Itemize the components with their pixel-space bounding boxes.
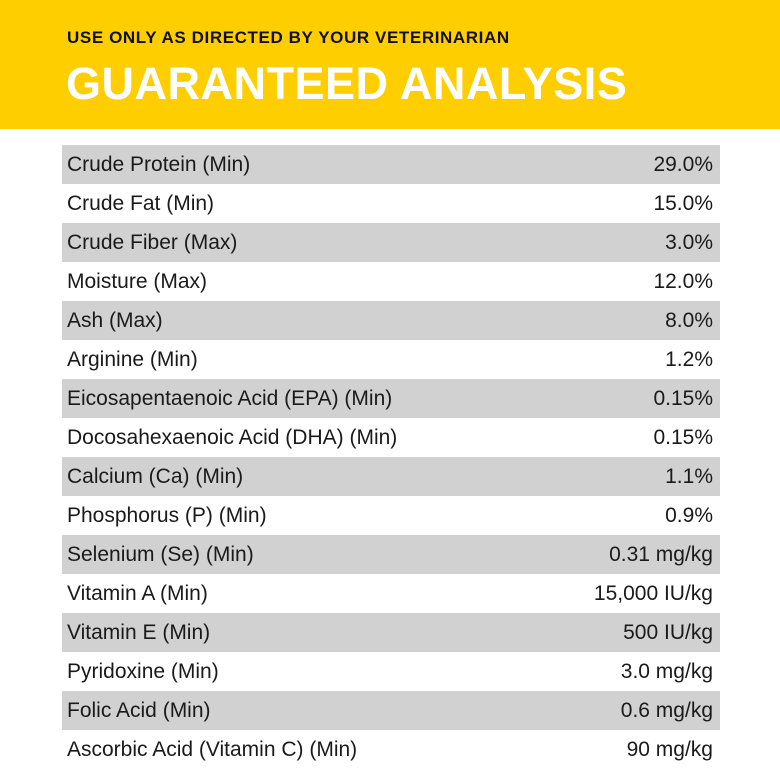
nutrient-label: Docosahexaenoic Acid (DHA) (Min) <box>67 425 398 449</box>
nutrient-label: Pyridoxine (Min) <box>67 659 219 683</box>
table-row: Ash (Max) 8.0% <box>62 301 720 340</box>
table-row: Eicosapentaenoic Acid (EPA) (Min) 0.15% <box>62 379 720 418</box>
table-row: Vitamin A (Min) 15,000 IU/kg <box>62 574 720 613</box>
nutrient-label: Phosphorus (P) (Min) <box>67 503 267 527</box>
nutrient-value: 8.0% <box>665 308 713 332</box>
nutrient-value: 500 IU/kg <box>623 620 713 644</box>
nutrient-label: Crude Protein (Min) <box>67 152 251 176</box>
nutrient-value: 3.0% <box>665 230 713 254</box>
nutrient-value: 90 mg/kg <box>626 737 713 761</box>
table-row: Arginine (Min) 1.2% <box>62 340 720 379</box>
nutrient-value: 0.15% <box>653 425 713 449</box>
nutrient-label: Arginine (Min) <box>67 347 198 371</box>
nutrient-value: 0.9% <box>665 503 713 527</box>
nutrient-label: Crude Fiber (Max) <box>67 230 238 254</box>
nutrient-label: Eicosapentaenoic Acid (EPA) (Min) <box>67 386 393 410</box>
nutrient-label: Ash (Max) <box>67 308 163 332</box>
nutrient-label: Calcium (Ca) (Min) <box>67 464 244 488</box>
nutrient-value: 0.15% <box>653 386 713 410</box>
nutrient-label: Vitamin E (Min) <box>67 620 211 644</box>
nutrient-value: 0.6 mg/kg <box>620 698 713 722</box>
table-row: Phosphorus (P) (Min) 0.9% <box>62 496 720 535</box>
table-row: Vitamin E (Min) 500 IU/kg <box>62 613 720 652</box>
header-banner: USE ONLY AS DIRECTED BY YOUR VETERINARIA… <box>0 0 780 129</box>
table-row: Crude Fat (Min) 15.0% <box>62 184 720 223</box>
table-row: Crude Protein (Min) 29.0% <box>62 145 720 184</box>
nutrient-value: 1.2% <box>665 347 713 371</box>
table-row: Folic Acid (Min) 0.6 mg/kg <box>62 691 720 730</box>
nutrient-label: Crude Fat (Min) <box>67 191 215 215</box>
table-row: Selenium (Se) (Min) 0.31 mg/kg <box>62 535 720 574</box>
usage-directions: USE ONLY AS DIRECTED BY YOUR VETERINARIA… <box>67 28 510 47</box>
table-row: Docosahexaenoic Acid (DHA) (Min) 0.15% <box>62 418 720 457</box>
table-row: Ascorbic Acid (Vitamin C) (Min) 90 mg/kg <box>62 730 720 769</box>
nutrient-label: Selenium (Se) (Min) <box>67 542 254 566</box>
nutrient-value: 3.0 mg/kg <box>620 659 713 683</box>
table-row: Calcium (Ca) (Min) 1.1% <box>62 457 720 496</box>
nutrient-value: 1.1% <box>665 464 713 488</box>
panel-title: GUARANTEED ANALYSIS <box>66 58 628 109</box>
nutrient-value: 29.0% <box>653 152 713 176</box>
nutrient-label: Vitamin A (Min) <box>67 581 208 605</box>
nutrient-value: 15,000 IU/kg <box>593 581 713 605</box>
nutrient-label: Folic Acid (Min) <box>67 698 211 722</box>
table-row: Pyridoxine (Min) 3.0 mg/kg <box>62 652 720 691</box>
nutrient-label: Ascorbic Acid (Vitamin C) (Min) <box>67 737 358 761</box>
nutrient-value: 15.0% <box>653 191 713 215</box>
nutrient-value: 12.0% <box>653 269 713 293</box>
table-row: Moisture (Max) 12.0% <box>62 262 720 301</box>
analysis-table: Crude Protein (Min) 29.0% Crude Fat (Min… <box>62 145 720 769</box>
nutrient-label: Moisture (Max) <box>67 269 208 293</box>
nutrient-value: 0.31 mg/kg <box>609 542 713 566</box>
table-row: Crude Fiber (Max) 3.0% <box>62 223 720 262</box>
